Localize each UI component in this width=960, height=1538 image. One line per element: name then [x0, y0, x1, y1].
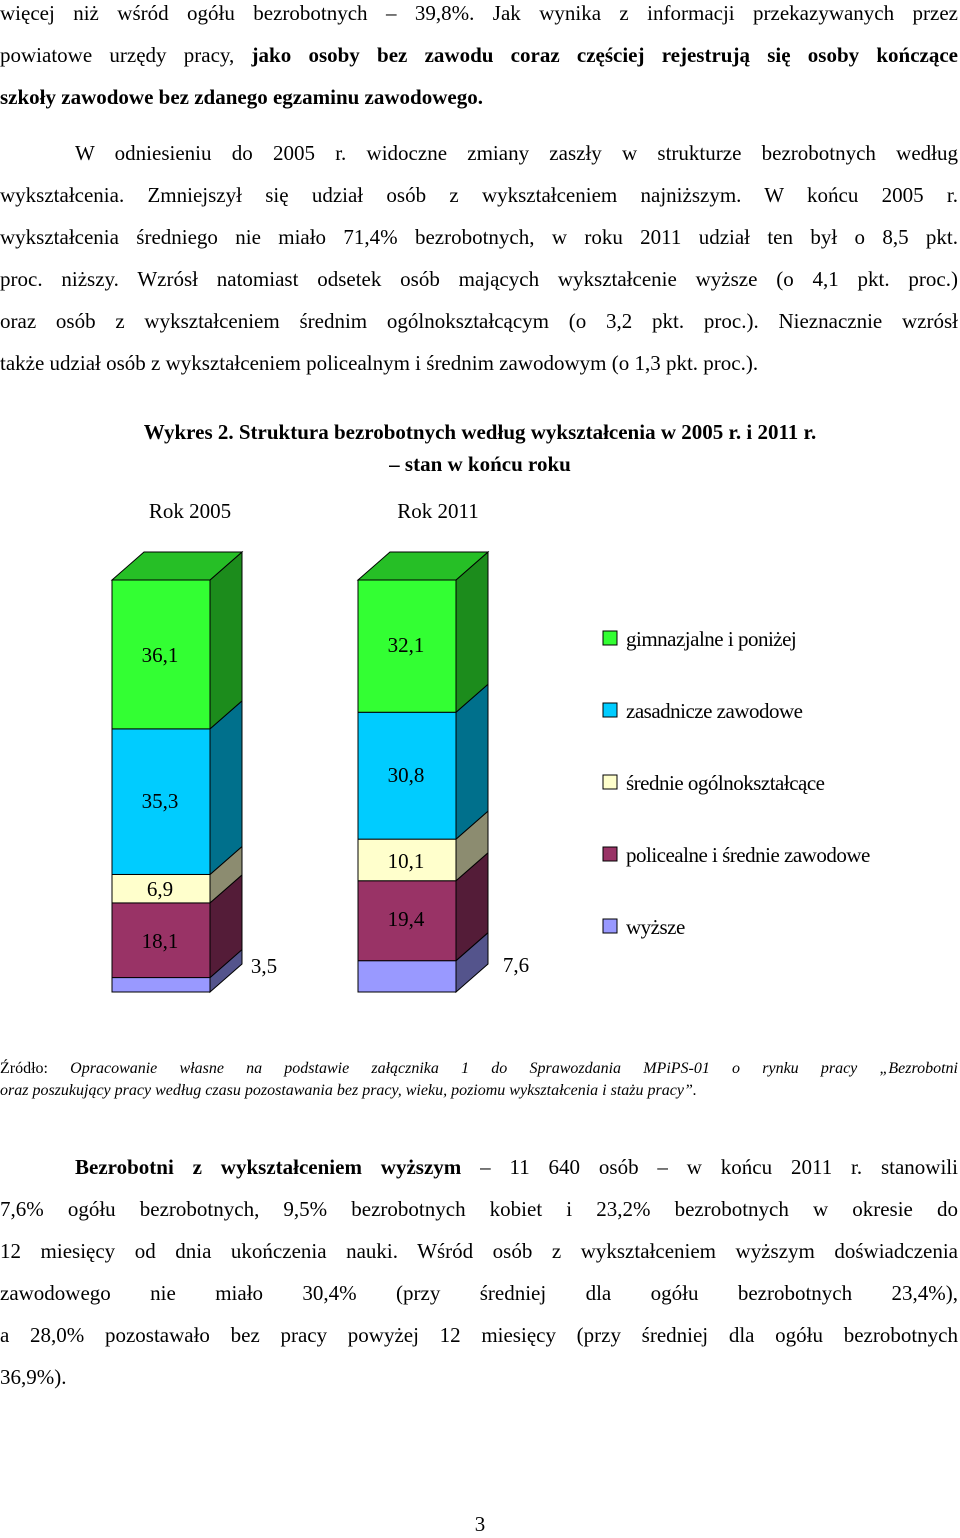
para2-line: oraz osób z wykształceniem średnim ogóln…	[0, 309, 958, 333]
data-label: 19,4	[388, 907, 425, 931]
intro-text-segment: szkoły zawodowe bez zdanego egzaminu zaw…	[0, 85, 483, 109]
para2-line: także udział osób z wykształceniem polic…	[0, 351, 759, 375]
bar-segment	[357, 711, 457, 840]
higher-education-paragraph: Bezrobotni z wykształceniem wyższym – 11…	[0, 1146, 958, 1398]
legend-label: wyższe	[626, 915, 685, 939]
data-label: 32,1	[388, 633, 425, 657]
data-label: 7,6	[503, 953, 529, 977]
para2-line: wykształcenia średniego nie miało 71,4% …	[0, 225, 958, 249]
legend-swatch	[602, 918, 618, 934]
legend-swatch	[602, 630, 618, 646]
data-label: 10,1	[388, 849, 425, 873]
intro-line: więcej niż wśród ogółu bezrobotnych – 39…	[0, 0, 958, 34]
source-prefix: Źródło:	[0, 1060, 48, 1077]
bar-segment	[111, 977, 211, 993]
data-label: 18,1	[142, 929, 179, 953]
source-text-line1: Opracowanie własne na podstawie załączni…	[48, 1060, 958, 1077]
bar-segment	[357, 579, 457, 713]
figure-caption-subtitle: – stan w końcu roku	[389, 452, 571, 476]
figure-caption: Wykres 2. Struktura bezrobotnych według …	[0, 416, 960, 480]
para3-line: 7,6% ogółu bezrobotnych, 9,5% bezrobotny…	[0, 1197, 958, 1221]
bar-segment	[111, 902, 211, 979]
source-note: Źródło: Opracowanie własne na podstawie …	[0, 1058, 958, 1102]
legend-label: zasadnicze zawodowe	[626, 699, 803, 723]
intro-text-segment: jako osoby bez zawodu coraz częściej rej…	[251, 43, 958, 67]
data-label: 36,1	[142, 643, 179, 667]
bar-segment	[111, 728, 211, 875]
legend-swatch	[602, 702, 618, 718]
category-label: Rok 2005	[149, 499, 231, 523]
para2-line: proc. niższy. Wzrósł natomiast odsetek o…	[0, 267, 958, 291]
bar-segment	[357, 838, 457, 882]
legend-swatch	[602, 846, 618, 862]
source-text-line2: oraz poszukujący pracy według czasu pozo…	[0, 1082, 697, 1099]
bar-segment-side	[209, 699, 243, 876]
page-number: 3	[474, 1512, 486, 1536]
structure-paragraph: W odniesieniu do 2005 r. widoczne zmiany…	[0, 132, 958, 384]
education-structure-chart: Rok 2005 Rok 2011 3,5 18,1 6,9 35,3 36,1 7,6 19,…	[110, 499, 870, 994]
para3-line: a 28,0% pozostawało bez pracy powyżej 12…	[0, 1323, 958, 1347]
para3-line: zawodowego nie miało 30,4% (przy średnie…	[0, 1281, 958, 1305]
figure-caption-title: Wykres 2. Struktura bezrobotnych według …	[143, 420, 817, 444]
para2-line: W odniesieniu do 2005 r. widoczne zmiany…	[75, 141, 958, 165]
data-label: 3,5	[251, 954, 277, 978]
bar-segment	[111, 579, 211, 730]
intro-text-segment: powiatowe urzędy pracy,	[0, 43, 252, 67]
intro-text-segment: więcej niż wśród ogółu bezrobotnych – 39…	[0, 1, 958, 25]
legend-label: gimnazjalne i poniżej	[626, 627, 796, 651]
intro-line: powiatowe urzędy pracy, jako osoby bez z…	[0, 34, 958, 76]
para3-lead: Bezrobotni z wykształceniem wyższym	[75, 1155, 462, 1179]
bar-top	[110, 551, 244, 581]
intro-line: szkoły zawodowe bez zdanego egzaminu zaw…	[0, 76, 958, 118]
data-label: 6,9	[147, 877, 173, 901]
para3-line: 36,9%).	[0, 1365, 67, 1389]
data-label: 35,3	[142, 789, 179, 813]
para3-line1-rest: – 11 640 osób – w końcu 2011 r. stanowil…	[461, 1155, 958, 1179]
legend-swatch	[602, 774, 618, 790]
para3-line: 12 miesięcy od dnia ukończenia nauki. Wś…	[0, 1239, 958, 1263]
para2-line: wykształcenia. Zmniejszył się udział osó…	[0, 183, 958, 207]
bar-segment	[357, 960, 457, 993]
intro-paragraph: więcej niż wśród ogółu bezrobotnych – 39…	[0, 0, 958, 118]
bar-top	[356, 551, 490, 581]
bar-segment-side	[209, 550, 243, 730]
legend-label: średnie ogólnokształcące	[626, 771, 825, 795]
data-label: 30,8	[388, 763, 425, 787]
category-label: Rok 2011	[397, 499, 478, 523]
bar-segment	[357, 880, 457, 962]
legend-label: policealne i średnie zawodowe	[626, 843, 870, 867]
